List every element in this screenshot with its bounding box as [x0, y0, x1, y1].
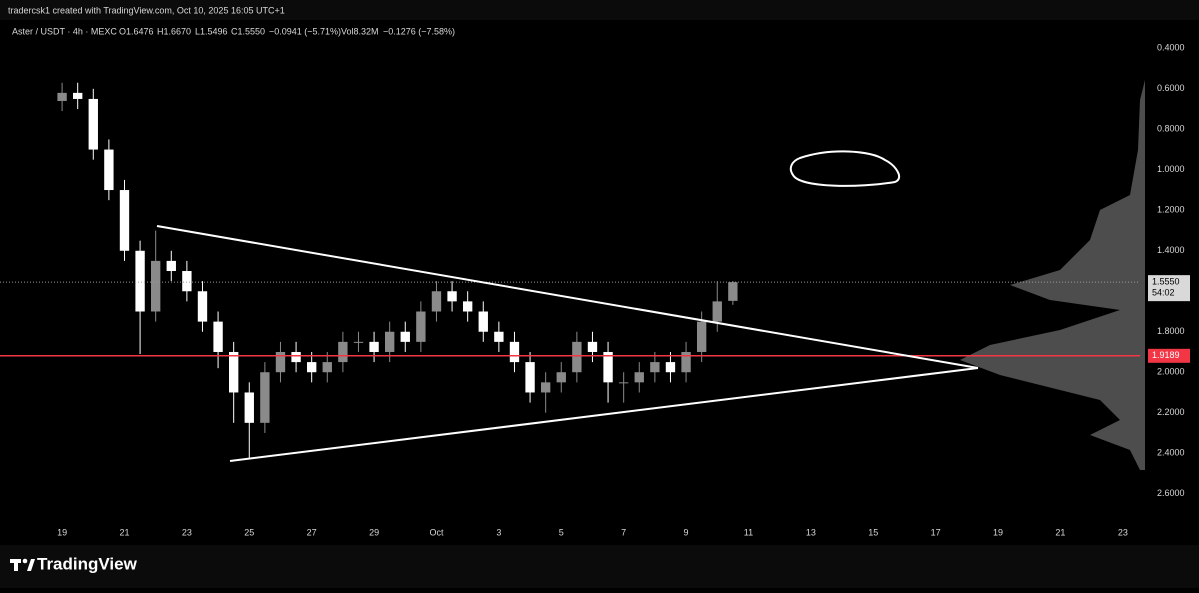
candle-body: [166, 260, 176, 272]
candle-body: [494, 331, 504, 342]
legend-symbol: Aster / USDT · 4h · MEXC: [12, 26, 117, 36]
candle-body: [400, 331, 410, 342]
x-tick-label: 17: [931, 527, 941, 537]
profile-shape: [960, 80, 1145, 470]
x-tick-label: 15: [868, 527, 878, 537]
x-tick-label: 19: [57, 527, 67, 537]
x-tick-label: 25: [244, 527, 254, 537]
candle-body: [213, 321, 223, 352]
countdown-label: 54:02: [1152, 288, 1175, 298]
y-tick-label: 0.4000: [1157, 43, 1185, 53]
candle-body: [431, 291, 442, 312]
candle-body: [587, 341, 598, 352]
y-tick-label: 1.0000: [1157, 164, 1185, 174]
candle-body: [462, 301, 473, 312]
candle-body: [135, 250, 145, 312]
candle-body: [384, 331, 395, 352]
legend-change: −0.0941 (−5.71%): [269, 26, 341, 36]
candle-body: [696, 321, 707, 352]
candle-body: [447, 291, 457, 302]
legend-low: L1.5496: [195, 26, 228, 36]
candle-body: [650, 362, 660, 373]
candle-body: [712, 301, 722, 322]
ellipse-drawing: [789, 150, 901, 187]
candle-body: [260, 372, 270, 423]
x-tick-label: 11: [744, 527, 753, 537]
credit: tradercsk1 created with TradingView.com,…: [8, 5, 285, 15]
level-tag: [1148, 348, 1190, 363]
candle-body: [572, 341, 582, 373]
x-tick-label: 23: [1118, 527, 1128, 537]
candle-body: [119, 190, 130, 251]
candle-body: [57, 92, 67, 101]
trendline-lower: [229, 367, 979, 462]
plot: 0.40000.60000.80001.00001.20001.40001.60…: [0, 43, 1190, 537]
candle-body: [556, 372, 566, 383]
candle-body: [197, 291, 208, 322]
x-tick-label: 27: [307, 527, 317, 537]
x-tick-label: 5: [559, 527, 564, 537]
y-tick-label: 2.6000: [1157, 488, 1185, 498]
x-tick-label: 3: [496, 527, 501, 537]
candle-body: [540, 382, 551, 393]
candle-body: [509, 341, 520, 363]
x-tick-label: 23: [182, 527, 192, 537]
y-tick-label: 2.0000: [1157, 367, 1185, 377]
candle-body: [338, 341, 348, 363]
y-tick-label: 1.8000: [1157, 326, 1185, 336]
x-tick-label: 21: [1055, 527, 1065, 537]
x-tick-label: 7: [621, 527, 626, 537]
candle-body: [681, 351, 691, 373]
legend: Aster / USDT · 4h · MEXC O1.6476 H1.6670…: [12, 26, 455, 36]
candle-body: [104, 149, 114, 191]
candle-body: [353, 341, 364, 343]
trendline-upper: [156, 225, 979, 369]
y-tick-label: 1.4000: [1157, 245, 1185, 255]
candle-body: [618, 382, 629, 384]
y-tick-label: 0.6000: [1157, 83, 1185, 93]
x-tick-label: 29: [369, 527, 379, 537]
candle-body: [665, 362, 676, 373]
candle-body: [73, 92, 83, 99]
candle-body: [728, 282, 738, 301]
candle-body: [244, 392, 254, 423]
candle-body: [182, 271, 192, 292]
y-tick-label: 0.8000: [1157, 124, 1185, 134]
x-tick-label: 19: [993, 527, 1003, 537]
x-tick-label: Oct: [429, 527, 444, 537]
level-label: 1.9189: [1152, 350, 1180, 360]
candle-body: [88, 98, 98, 150]
legend-open: O1.6476: [119, 26, 154, 36]
candle-body: [634, 372, 644, 383]
brand: TradingView: [37, 554, 138, 573]
candle-body: [603, 351, 613, 383]
candle-body: [306, 362, 317, 373]
candle-body: [322, 362, 332, 373]
last-price-tag: [1148, 275, 1190, 302]
candle-body: [151, 260, 161, 312]
candle-body: [525, 362, 535, 393]
y-tick-label: 2.2000: [1157, 407, 1185, 417]
candle-body: [275, 351, 286, 373]
legend-high: H1.6670: [157, 26, 191, 36]
x-tick-label: 9: [684, 527, 689, 537]
y-tick-label: 1.2000: [1157, 205, 1185, 215]
volume-profile: [960, 80, 1145, 470]
legend-close: C1.5550: [231, 26, 265, 36]
last-price-label: 1.5550: [1152, 277, 1180, 287]
x-tick-label: 21: [119, 527, 129, 537]
candle-body: [416, 311, 426, 342]
candle-body: [478, 311, 488, 332]
candle-body: [369, 341, 379, 352]
candle-body: [228, 351, 239, 393]
logo: [10, 558, 35, 571]
y-tick-label: 2.4000: [1157, 448, 1185, 458]
candle-body: [291, 351, 301, 363]
legend-volume: Vol8.32M: [341, 26, 379, 36]
legend-volume-change: −0.1276 (−7.58%): [383, 26, 455, 36]
x-tick-label: 13: [806, 527, 816, 537]
